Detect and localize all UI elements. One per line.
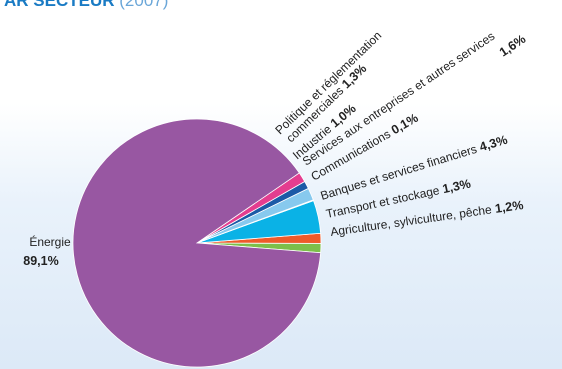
slice-value-0: 89,1% — [23, 254, 58, 268]
slice-value-3: 1,6% — [497, 32, 528, 60]
chart-title-text: AR SECTEUR — [4, 0, 115, 10]
pie-slice-0 — [72, 118, 322, 368]
chart-title: AR SECTEUR (2007) — [4, 0, 168, 11]
slice-label-0: Énergie — [29, 234, 71, 249]
chart-title-year: (2007) — [119, 0, 169, 10]
